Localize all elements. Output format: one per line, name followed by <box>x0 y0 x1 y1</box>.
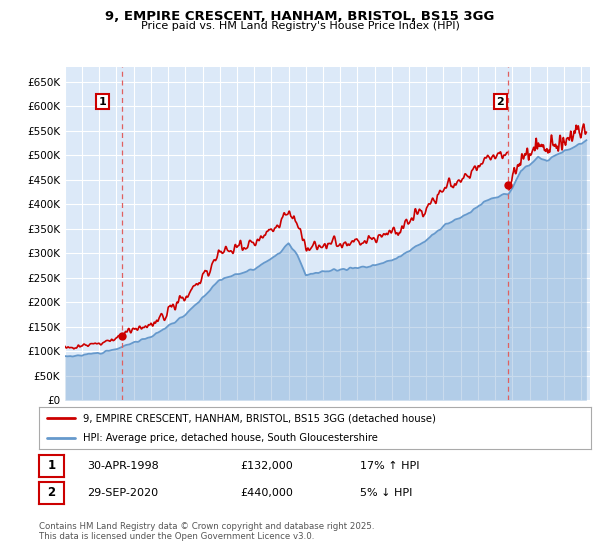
Text: 5% ↓ HPI: 5% ↓ HPI <box>360 488 412 498</box>
Text: 1: 1 <box>47 459 56 473</box>
Text: £440,000: £440,000 <box>240 488 293 498</box>
Text: Price paid vs. HM Land Registry's House Price Index (HPI): Price paid vs. HM Land Registry's House … <box>140 21 460 31</box>
Text: HPI: Average price, detached house, South Gloucestershire: HPI: Average price, detached house, Sout… <box>83 433 378 443</box>
Text: 1: 1 <box>99 96 107 106</box>
Text: 9, EMPIRE CRESCENT, HANHAM, BRISTOL, BS15 3GG: 9, EMPIRE CRESCENT, HANHAM, BRISTOL, BS1… <box>106 10 494 23</box>
Text: Contains HM Land Registry data © Crown copyright and database right 2025.
This d: Contains HM Land Registry data © Crown c… <box>39 522 374 542</box>
Text: 2: 2 <box>47 486 56 500</box>
Text: £132,000: £132,000 <box>240 461 293 471</box>
Text: 17% ↑ HPI: 17% ↑ HPI <box>360 461 419 471</box>
Text: 9, EMPIRE CRESCENT, HANHAM, BRISTOL, BS15 3GG (detached house): 9, EMPIRE CRESCENT, HANHAM, BRISTOL, BS1… <box>83 413 436 423</box>
Text: 2: 2 <box>496 96 504 106</box>
Text: 30-APR-1998: 30-APR-1998 <box>87 461 159 471</box>
Text: 29-SEP-2020: 29-SEP-2020 <box>87 488 158 498</box>
